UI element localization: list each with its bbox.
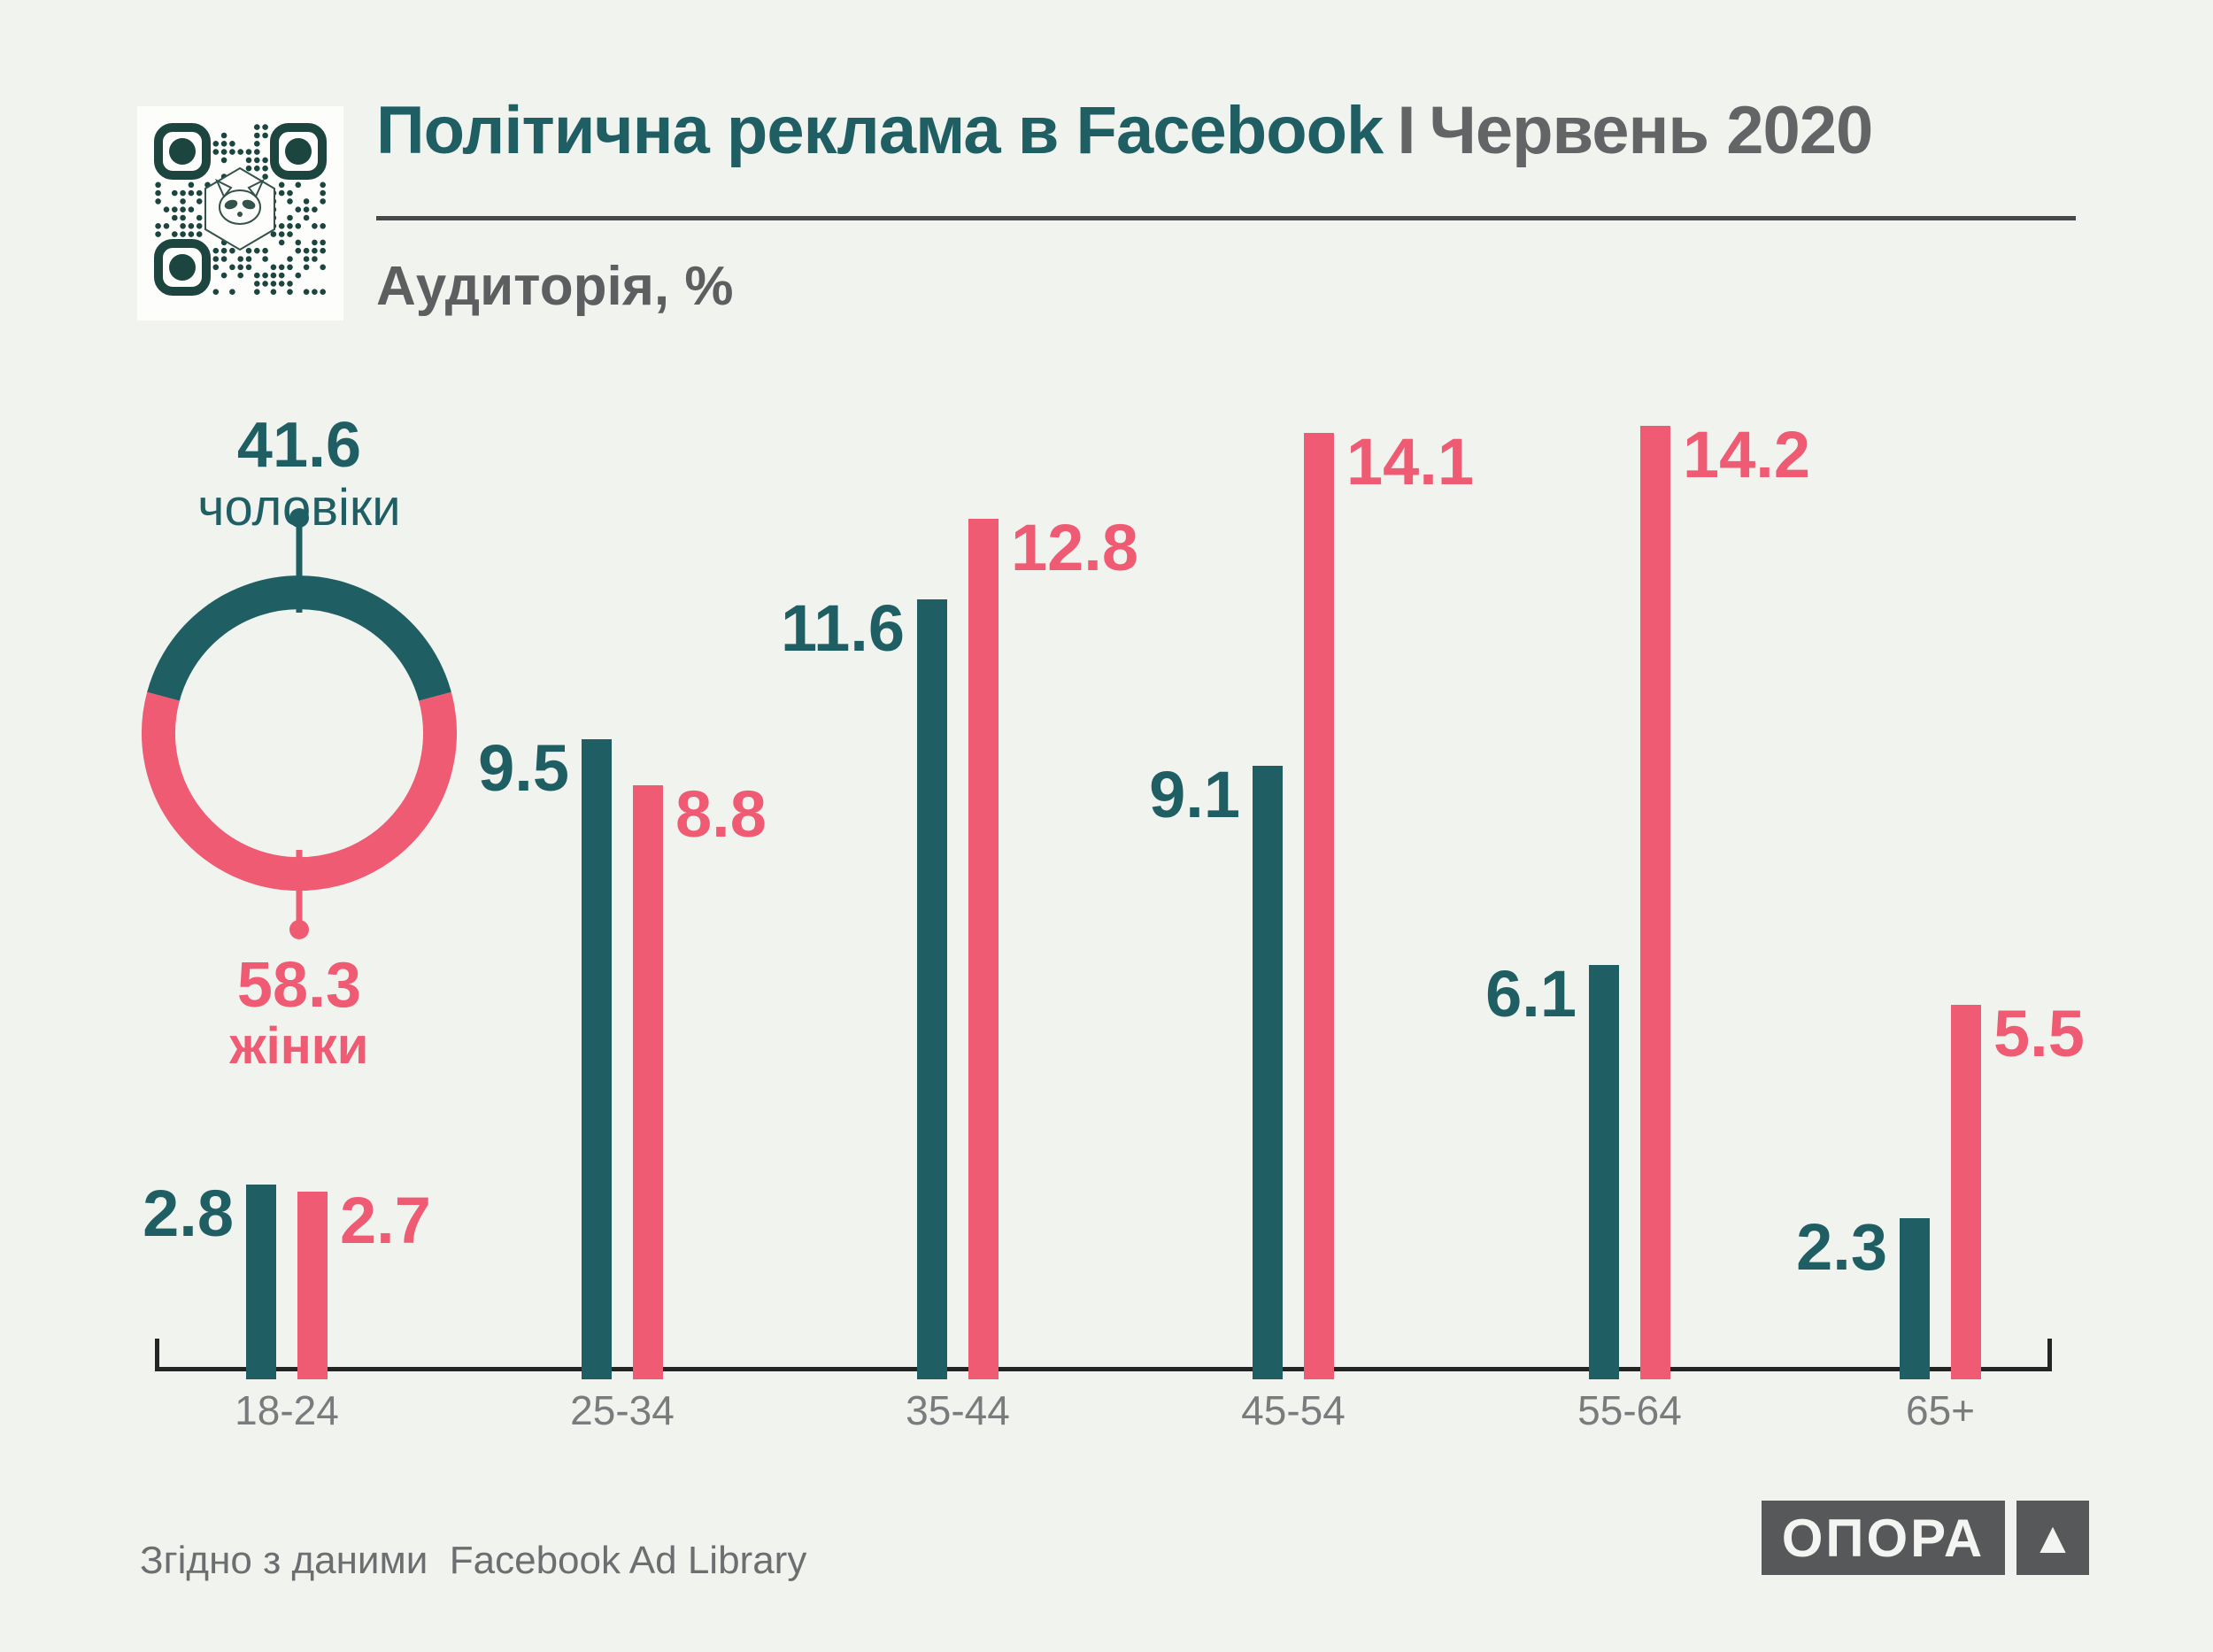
- donut-callout-dot-women: [289, 920, 309, 939]
- page-title-period: Червень 2020: [1429, 93, 1873, 168]
- value-label-women-45-54: 14.1: [1346, 424, 1475, 498]
- value-label-women-18-24: 2.7: [340, 1183, 431, 1257]
- bar-women-65+: [1951, 1005, 1981, 1379]
- bar-men-35-44: [917, 598, 947, 1379]
- axis-label-55-64: 55-64: [1577, 1387, 1682, 1433]
- bar-men-18-24: [246, 1185, 276, 1379]
- qr-finder-patterns: [154, 123, 327, 296]
- axis-label-45-54: 45-54: [1241, 1387, 1346, 1433]
- data-source-note: Згідно з даними Facebook Ad Library: [140, 1539, 807, 1582]
- axis-label-25-34: 25-34: [570, 1387, 675, 1433]
- donut-chart: [142, 508, 457, 939]
- bar-women-55-64: [1640, 426, 1670, 1379]
- page-title: Політична реклама в Facebook І Червень 202…: [376, 92, 1873, 169]
- value-label-men-35-44: 11.6: [781, 591, 905, 665]
- value-label-women-25-34: 8.8: [675, 777, 767, 852]
- chart-subtitle: Аудиторія, %: [376, 256, 734, 317]
- bar-men-55-64: [1589, 965, 1619, 1379]
- qr-code-icon: [154, 123, 327, 296]
- title-underline-rule: [376, 216, 2076, 220]
- bar-men-25-34: [582, 738, 612, 1379]
- value-label-men-55-64: 6.1: [1485, 957, 1577, 1031]
- opora-logo-mark-box: ▲: [2016, 1501, 2089, 1575]
- donut-value-women: 58.3: [236, 950, 362, 1021]
- value-label-men-45-54: 9.1: [1149, 757, 1240, 831]
- triangle-icon: ▲: [2031, 1513, 2075, 1563]
- value-label-women-65+: 5.5: [1993, 997, 2085, 1071]
- donut-label-men: чоловіки: [197, 479, 401, 537]
- axis-label-65+: 65+: [1905, 1387, 1976, 1433]
- opora-logo: ОПОРА: [1762, 1501, 2005, 1575]
- value-label-women-55-64: 14.2: [1683, 418, 1811, 492]
- donut-callout-dot-men: [289, 508, 309, 528]
- qr-center-hexagon-raccoon-logo: [204, 166, 275, 251]
- value-label-men-25-34: 9.5: [478, 730, 569, 805]
- axis-label-18-24: 18-24: [235, 1387, 339, 1433]
- x-axis-end-tick-right: [2047, 1339, 2052, 1371]
- bar-women-35-44: [968, 519, 999, 1379]
- value-label-men-18-24: 2.8: [143, 1177, 234, 1251]
- value-label-women-35-44: 12.8: [1011, 511, 1139, 585]
- bar-men-45-54: [1253, 765, 1283, 1379]
- bar-women-25-34: [633, 785, 663, 1379]
- opora-logo-text: ОПОРА: [1781, 1508, 1986, 1568]
- bar-men-65+: [1900, 1218, 1930, 1379]
- x-axis-line: [155, 1367, 2052, 1371]
- bar-women-45-54: [1304, 432, 1334, 1379]
- qr-code-card: [137, 106, 343, 320]
- page-title-main: Політична реклама в Facebook: [376, 93, 1384, 168]
- donut-value-men: 41.6: [236, 410, 362, 481]
- x-axis-end-tick-left: [155, 1339, 159, 1371]
- bar-women-18-24: [297, 1191, 328, 1379]
- page-title-divider: І: [1397, 93, 1415, 168]
- value-label-men-65+: 2.3: [1796, 1210, 1887, 1285]
- donut-label-women: жінки: [229, 1017, 369, 1075]
- axis-label-35-44: 35-44: [906, 1387, 1010, 1433]
